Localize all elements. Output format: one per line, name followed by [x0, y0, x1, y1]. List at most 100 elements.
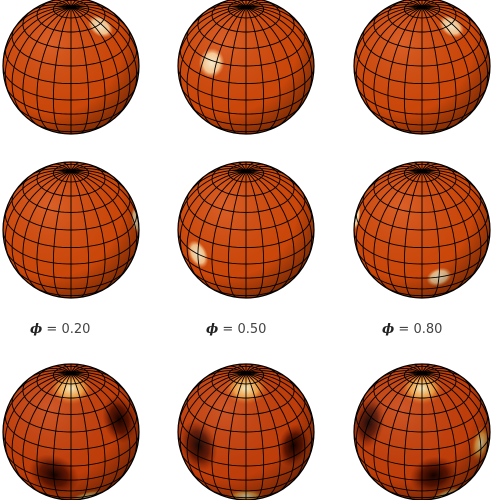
longitude-line [22, 170, 72, 291]
longitude-line [363, 6, 423, 32]
longitude-line [12, 170, 72, 196]
disk-outline [177, 363, 315, 500]
longitude-line [355, 372, 423, 465]
longitude-line [187, 6, 247, 32]
longitude-line [421, 372, 481, 398]
longitude-line [245, 372, 305, 398]
reconstruction-globe-2 [353, 363, 491, 500]
longitude-line [12, 6, 72, 32]
longitude-line [70, 372, 131, 483]
longitude-line [387, 6, 423, 132]
longitude-line [36, 372, 72, 498]
longitude-line [413, 0, 423, 8]
longitude-line [363, 170, 423, 196]
longitude-line [245, 372, 306, 483]
longitude-line [70, 170, 90, 298]
longitude-line [70, 372, 138, 465]
longitude-line [421, 170, 481, 196]
longitude-line [52, 6, 72, 134]
longitude-line [237, 0, 247, 8]
longitude-line [421, 372, 457, 498]
longitude-line [245, 170, 314, 231]
longitude-line [4, 6, 72, 99]
longitude-line [70, 372, 90, 500]
phase-value: 0.80 [413, 322, 443, 337]
longitude-line [387, 372, 423, 498]
equals-sign: = [46, 322, 58, 337]
longitude-line [227, 6, 247, 134]
longitude-line [211, 372, 247, 498]
longitude-line [373, 170, 423, 291]
longitude-line [245, 170, 306, 281]
disk-outline [2, 363, 140, 500]
longitude-line [421, 170, 482, 281]
equals-sign: = [398, 322, 410, 337]
longitude-line [62, 0, 72, 8]
longitude-line [403, 170, 423, 298]
longitude-line [4, 170, 72, 263]
longitude-line [70, 170, 130, 196]
longitude-line [421, 372, 482, 483]
longitude-line [362, 372, 423, 483]
longitude-line [12, 372, 72, 398]
longitude-line [245, 6, 295, 127]
longitude-line [421, 372, 471, 493]
longitude-line [421, 170, 490, 231]
disk-outline [353, 0, 491, 135]
longitude-line [421, 372, 489, 465]
longitude-line [70, 6, 138, 99]
phase-label-2: ϕ = 0.80 [382, 322, 442, 342]
longitude-line [36, 170, 72, 296]
longitude-line [355, 170, 423, 263]
longitude-line [70, 372, 120, 493]
longitude-line [421, 372, 441, 500]
longitude-line [36, 6, 72, 132]
longitude-line [211, 6, 247, 132]
longitude-line [197, 372, 247, 493]
disk-outline [2, 0, 140, 135]
disk-outline [2, 161, 140, 299]
longitude-line [245, 6, 305, 32]
longitude-line [179, 170, 247, 263]
longitude-line [70, 6, 131, 117]
longitude-line [387, 170, 423, 296]
longitude-line [403, 372, 423, 500]
longitude-line [179, 372, 247, 465]
longitude-line [70, 170, 138, 263]
longitude-line [421, 170, 457, 296]
disk-outline [177, 161, 315, 299]
longitude-line [70, 6, 120, 127]
longitude-line [354, 372, 423, 433]
longitude-line [421, 6, 490, 67]
longitude-line [11, 6, 72, 117]
model-middle-globe-1 [177, 161, 315, 299]
phi-symbol: ϕ [30, 322, 43, 337]
longitude-line [421, 372, 490, 433]
longitude-line [245, 170, 305, 196]
longitude-line [245, 6, 265, 134]
longitude-line [186, 6, 247, 117]
longitude-line [362, 6, 423, 117]
longitude-line [70, 170, 131, 281]
longitude-line [70, 6, 106, 132]
longitude-line [245, 6, 281, 132]
longitude-line [421, 170, 471, 291]
longitude-line [22, 372, 72, 493]
longitude-line [186, 170, 247, 281]
longitude-line [22, 6, 72, 127]
model-middle-globe-2 [353, 161, 491, 299]
phi-symbol: ϕ [206, 322, 219, 337]
longitude-line [421, 6, 471, 127]
longitude-line [354, 170, 423, 231]
longitude-line [245, 6, 313, 99]
longitude-line [178, 372, 247, 433]
longitude-line [11, 170, 72, 281]
longitude-line [245, 372, 295, 493]
longitude-line [52, 372, 72, 500]
longitude-line [179, 6, 247, 99]
disk-outline [353, 161, 491, 299]
longitude-line [70, 372, 139, 433]
longitude-line [70, 170, 120, 291]
disk-outline [353, 363, 491, 500]
longitude-line [245, 170, 281, 296]
